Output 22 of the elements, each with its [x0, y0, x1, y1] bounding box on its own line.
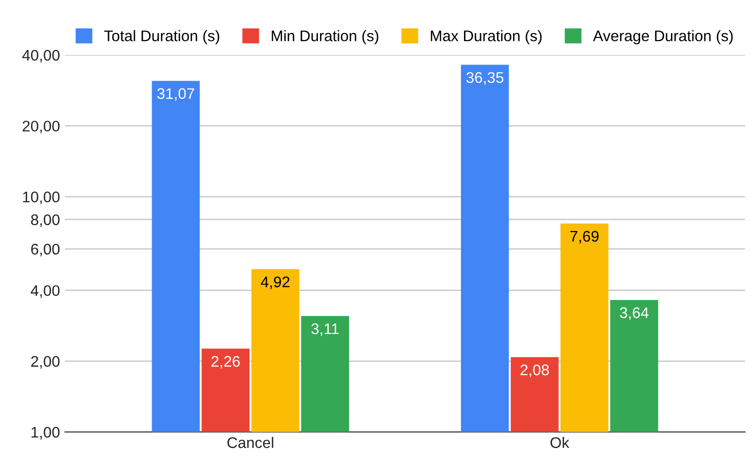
y-tick-label: 1,00 [32, 426, 60, 440]
y-tick-label: 20,00 [22, 120, 60, 134]
y-tick-label: 2,00 [31, 356, 60, 369]
legend-label: Max Duration (s) [430, 30, 542, 44]
data-label: 3,64 [620, 307, 649, 320]
y-tick-label: 8,00 [31, 214, 60, 227]
data-label: 7,69 [570, 230, 599, 244]
y-tick-label: 10,00 [23, 192, 60, 204]
data-label: 3,11 [311, 323, 339, 336]
y-tick-label: 40,00 [22, 50, 60, 62]
y-tick-label: 6,00 [31, 244, 60, 256]
data-label: 2,26 [211, 356, 240, 369]
x-tick-label: Cancel [227, 436, 274, 448]
legend-label: Average Duration (s) [593, 30, 733, 44]
data-label: 2,08 [520, 364, 549, 378]
data-label: 4,92 [260, 276, 290, 290]
x-tick-label: Ok [550, 436, 570, 448]
data-label: 36,35 [466, 72, 504, 85]
data-label: 31,07 [157, 88, 194, 101]
y-tick-label: 4,00 [30, 285, 60, 298]
legend-label: Min Duration (s) [272, 30, 378, 44]
legend-label: Total Duration (s) [104, 30, 220, 44]
